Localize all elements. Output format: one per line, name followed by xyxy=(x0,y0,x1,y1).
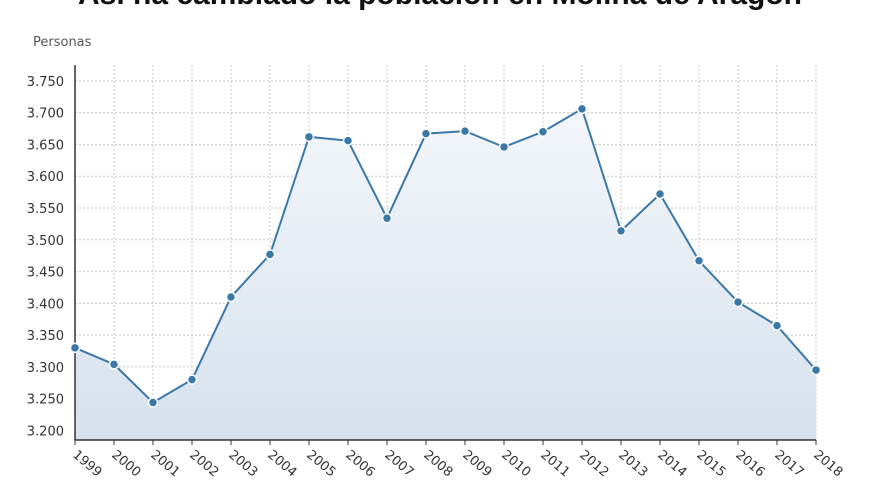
y-tick-label: 3.450 xyxy=(27,266,64,281)
x-tick-labels: 1999 2000 2001 2002 2003 2004 2005 2006 2007 2008… xyxy=(69,448,845,481)
chart-title: Así ha cambiado la población en Molina d… xyxy=(0,0,880,12)
data-point[interactable] xyxy=(771,320,783,331)
x-tick-label: 2010 xyxy=(498,448,533,481)
x-tick-label: 2000 xyxy=(108,448,143,481)
x-tick-label: 2012 xyxy=(576,448,611,481)
x-tick-label: 2002 xyxy=(186,448,221,481)
data-point[interactable] xyxy=(810,364,822,376)
x-tick-label: 2005 xyxy=(303,448,338,481)
data-point[interactable] xyxy=(459,125,471,137)
x-tick-label: 2011 xyxy=(537,448,572,481)
data-point[interactable] xyxy=(381,212,393,224)
x-tick-label: 2001 xyxy=(147,448,182,481)
y-tick-label: 3.750 xyxy=(27,75,64,90)
data-point[interactable] xyxy=(108,359,120,370)
series-line xyxy=(74,107,817,404)
x-tick-label: 2017 xyxy=(771,448,806,481)
x-tick-label: 2013 xyxy=(615,448,650,481)
data-point[interactable] xyxy=(615,225,627,237)
x-tick-label: 2008 xyxy=(420,448,455,481)
y-tick-label: 3.550 xyxy=(27,202,64,217)
axes xyxy=(74,65,817,445)
y-tick-label: 3.700 xyxy=(27,107,64,122)
data-point[interactable] xyxy=(303,131,315,143)
x-tick-label: 2018 xyxy=(810,448,845,481)
y-axis-label: Personas xyxy=(33,35,92,50)
area-fill xyxy=(75,108,816,441)
data-point[interactable] xyxy=(69,342,81,354)
y-tick-label: 3.350 xyxy=(27,329,64,344)
x-tick-label: 2004 xyxy=(264,448,299,481)
data-point[interactable] xyxy=(576,103,588,115)
data-point[interactable] xyxy=(147,397,159,408)
data-point[interactable] xyxy=(342,135,354,146)
data-point[interactable] xyxy=(264,249,276,260)
population-line xyxy=(74,107,817,404)
x-tick-label: 2003 xyxy=(225,448,260,481)
data-point[interactable] xyxy=(693,255,705,267)
x-tick-label: 2006 xyxy=(342,448,377,481)
data-points xyxy=(69,103,822,408)
y-tick-labels: 3.200 3.250 3.300 3.350 3.400 3.450 3.500 3.550… xyxy=(27,75,64,440)
y-tick-label: 3.400 xyxy=(27,297,64,312)
data-point[interactable] xyxy=(537,126,549,137)
x-tick-label: 2015 xyxy=(693,448,728,481)
data-point[interactable] xyxy=(732,296,744,308)
y-tick-label: 3.600 xyxy=(27,170,64,185)
x-tick-label: 1999 xyxy=(69,448,104,481)
data-point[interactable] xyxy=(225,291,237,303)
x-tick-label: 2009 xyxy=(459,448,494,481)
y-tick-label: 3.650 xyxy=(27,138,64,153)
x-tick-label: 2014 xyxy=(654,448,689,481)
data-point[interactable] xyxy=(498,141,510,153)
x-tick-label: 2016 xyxy=(732,448,767,481)
y-tick-label: 3.300 xyxy=(27,361,64,376)
y-tick-label: 3.250 xyxy=(27,393,64,408)
y-tick-label: 3.500 xyxy=(27,234,64,249)
y-tick-label: 3.200 xyxy=(27,424,64,439)
data-point[interactable] xyxy=(420,128,432,139)
x-tick-label: 2007 xyxy=(381,448,416,481)
data-point[interactable] xyxy=(186,374,198,385)
data-point[interactable] xyxy=(654,188,666,200)
area-path xyxy=(75,108,816,441)
